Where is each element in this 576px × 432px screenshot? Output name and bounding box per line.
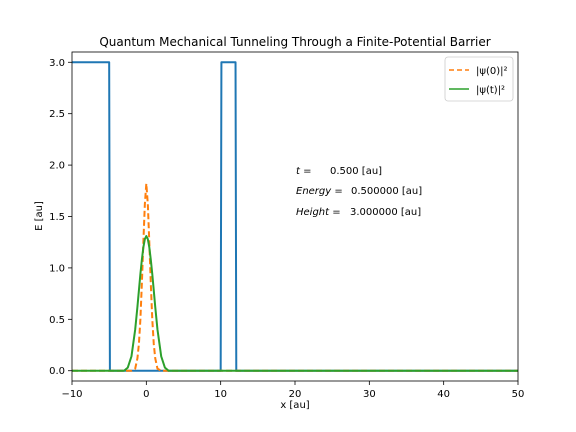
x-tick-label: 40: [437, 389, 450, 400]
y-axis-label: E [au]: [34, 201, 45, 231]
y-tick-label: 1.5: [49, 212, 65, 223]
psit-density-line: [72, 235, 518, 372]
annotation-block: t = 0.500 [au] Energy = 0.500000 [au] He…: [296, 166, 422, 218]
y-tick-label: 2.0: [49, 161, 65, 172]
legend: |ψ(0)|² |ψ(t)|²: [444, 56, 514, 102]
x-tick-label: 0: [143, 389, 149, 400]
legend-label-psi0: |ψ(0)|²: [476, 66, 508, 77]
x-tick-label: 30: [363, 389, 376, 400]
annotation-energy-label: Energy =: [296, 186, 343, 197]
psi0-density-line: [72, 182, 518, 372]
plot-layer: [72, 61, 518, 372]
x-tick-label: 50: [512, 389, 525, 400]
potential-barrier-line: [72, 61, 518, 372]
x-tick-label: 10: [214, 389, 227, 400]
annotation-time-value: 0.500 [au]: [330, 166, 382, 177]
y-tick-label: 2.5: [49, 109, 65, 120]
y-tick-label: 0.5: [49, 315, 65, 326]
annotation-energy-value: 0.500000 [au]: [351, 186, 422, 197]
legend-box: [444, 56, 514, 102]
x-tick-label: −10: [61, 389, 82, 400]
x-axis-label: x [au]: [280, 400, 309, 411]
annotation-height-value: 3.000000 [au]: [350, 207, 421, 218]
x-tick-label: 20: [289, 389, 302, 400]
y-tick-label: 1.0: [49, 263, 65, 274]
legend-label-psit: |ψ(t)|²: [476, 85, 505, 96]
y-tick-label: 3.0: [49, 58, 65, 69]
chart-title: Quantum Mechanical Tunneling Through a F…: [99, 35, 490, 49]
annotation-height-label: Height =: [296, 207, 341, 218]
axes-frame: [71, 51, 519, 382]
y-tick-label: 0.0: [49, 366, 65, 377]
annotation-time-label: t =: [296, 166, 311, 177]
ticks-layer: −10 0 10 20 30 40 50 0.0 0.5 1.0 1.5 2.0 2.5 3.0: [49, 58, 524, 400]
